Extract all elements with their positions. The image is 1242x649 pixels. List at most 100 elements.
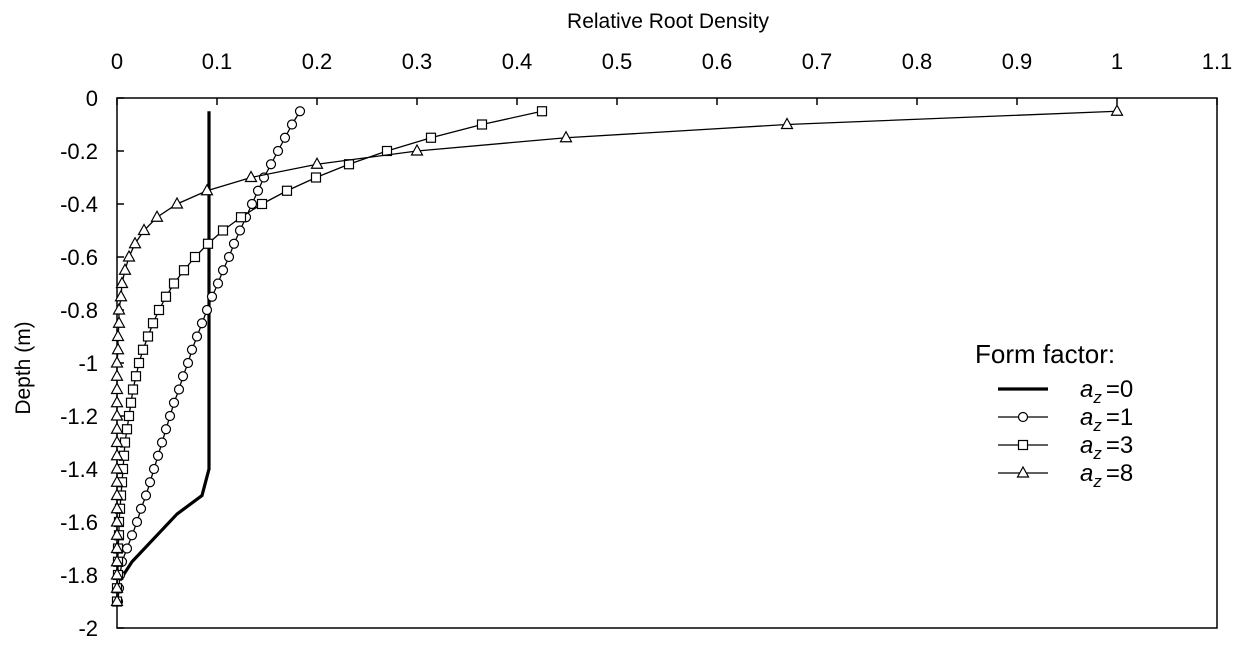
data-point-triangle (110, 382, 124, 395)
data-point-triangle (111, 342, 125, 355)
data-point-square (256, 198, 268, 210)
data-point-triangle (110, 461, 124, 474)
legend-entries: az =0az =1az =3az =8 (998, 376, 1133, 491)
data-point-square (202, 238, 214, 249)
legend-label: az =0 (1080, 376, 1133, 407)
series-2 (111, 106, 548, 607)
data-point-triangle (200, 183, 214, 196)
data-point-triangle (112, 316, 126, 328)
series-line (118, 111, 211, 582)
data-point-square (160, 291, 172, 302)
data-point-square (130, 371, 142, 382)
data-point-square (153, 304, 165, 316)
data-point-circle (135, 503, 147, 514)
legend-entry: az =1 (998, 404, 1133, 435)
legend-label: az =8 (1080, 460, 1133, 491)
data-point-triangle (118, 263, 132, 275)
x-tick-label: 0.4 (502, 49, 533, 74)
x-tick-label: 1 (1111, 49, 1123, 74)
data-point-triangle (110, 448, 124, 461)
data-point-circle (131, 516, 143, 528)
data-point-square (235, 212, 247, 223)
legend-marker-square (1017, 439, 1029, 451)
data-point-circle (164, 410, 176, 422)
data-point-circle (217, 265, 229, 276)
y-tick-label: -1.6 (60, 510, 98, 535)
x-tick-label: 1.1 (1202, 49, 1233, 74)
legend-entry: az =8 (998, 460, 1133, 491)
y-tick-label: -0.2 (60, 139, 98, 164)
x-tick-label: 0.9 (1002, 49, 1033, 74)
data-point-square (189, 251, 201, 263)
data-point-square (125, 397, 137, 408)
data-point-square (536, 106, 548, 117)
data-point-triangle (150, 210, 164, 222)
y-tick-label: -0.4 (60, 192, 98, 217)
data-point-square (310, 172, 322, 183)
x-tick-label: 0 (111, 49, 123, 74)
data-point-triangle (112, 302, 126, 315)
y-tick-label: -0.6 (60, 245, 98, 270)
data-point-triangle (110, 488, 124, 501)
x-axis-title: Relative Root Density (567, 10, 769, 33)
data-point-circle (191, 331, 203, 342)
data-point-circle (168, 397, 180, 408)
data-point-circle (265, 159, 277, 170)
legend-marker-circle (1017, 411, 1029, 423)
data-point-triangle (110, 435, 124, 448)
data-point-square (476, 119, 488, 130)
y-tick-label: -1.2 (60, 404, 98, 429)
data-point-triangle (170, 196, 184, 209)
data-point-triangle (110, 581, 124, 593)
data-point-triangle (110, 395, 124, 408)
data-point-circle (201, 304, 213, 316)
y-tick-label: -1.4 (60, 457, 98, 482)
x-tick-label: 0.3 (402, 49, 433, 74)
x-tick-label: 0.8 (902, 49, 933, 74)
legend-marker-triangle (1016, 465, 1030, 478)
y-tick-label: -0.8 (60, 298, 98, 323)
data-point-circle (234, 225, 246, 236)
legend-label: az =1 (1080, 404, 1133, 435)
data-point-circle (246, 198, 258, 210)
data-point-triangle (110, 567, 124, 580)
data-point-triangle (244, 170, 258, 183)
data-point-triangle (310, 157, 324, 169)
data-point-square (123, 410, 135, 422)
data-point-circle (156, 437, 168, 448)
data-point-circle (206, 291, 218, 302)
data-point-triangle (110, 422, 124, 434)
data-point-triangle (559, 130, 573, 143)
data-point-circle (294, 106, 306, 117)
data-point-triangle (110, 369, 124, 381)
legend: Form factor: az =0az =1az =3az =8 (975, 339, 1133, 491)
data-point-circle (152, 450, 164, 461)
x-tick-label: 0.2 (302, 49, 333, 74)
y-tick-label: -2 (78, 616, 98, 641)
data-point-circle (121, 543, 133, 554)
data-point-triangle (115, 276, 129, 289)
data-point-circle (160, 424, 172, 435)
data-point-square (168, 278, 180, 289)
y-axis-ticks: 0 -0.2 -0.4 -0.6 -0.8 -1 -1.2 -1.4 -1.6 -1.8 -2 (60, 86, 124, 641)
data-point-circle (223, 251, 235, 263)
data-point-triangle (128, 236, 142, 249)
legend-label: az =3 (1080, 432, 1133, 463)
data-point-square (178, 265, 190, 276)
data-point-square (281, 185, 293, 196)
y-tick-label: -1 (78, 351, 98, 376)
data-point-square (425, 132, 437, 143)
data-point-triangle (780, 117, 794, 130)
data-point-triangle (110, 541, 124, 554)
data-point-triangle (110, 501, 124, 514)
series-layer (110, 104, 1124, 607)
data-point-triangle (110, 355, 124, 368)
data-point-square (127, 384, 139, 395)
data-point-triangle (410, 143, 424, 156)
data-point-triangle (110, 554, 124, 567)
data-point-triangle (137, 223, 151, 236)
data-point-triangle (111, 329, 125, 342)
x-axis-ticks: 0 0.1 0.2 0.3 0.4 0.5 0.6 0.7 0.8 0.9 1 1.1 (111, 49, 1232, 105)
data-point-circle (182, 357, 194, 369)
